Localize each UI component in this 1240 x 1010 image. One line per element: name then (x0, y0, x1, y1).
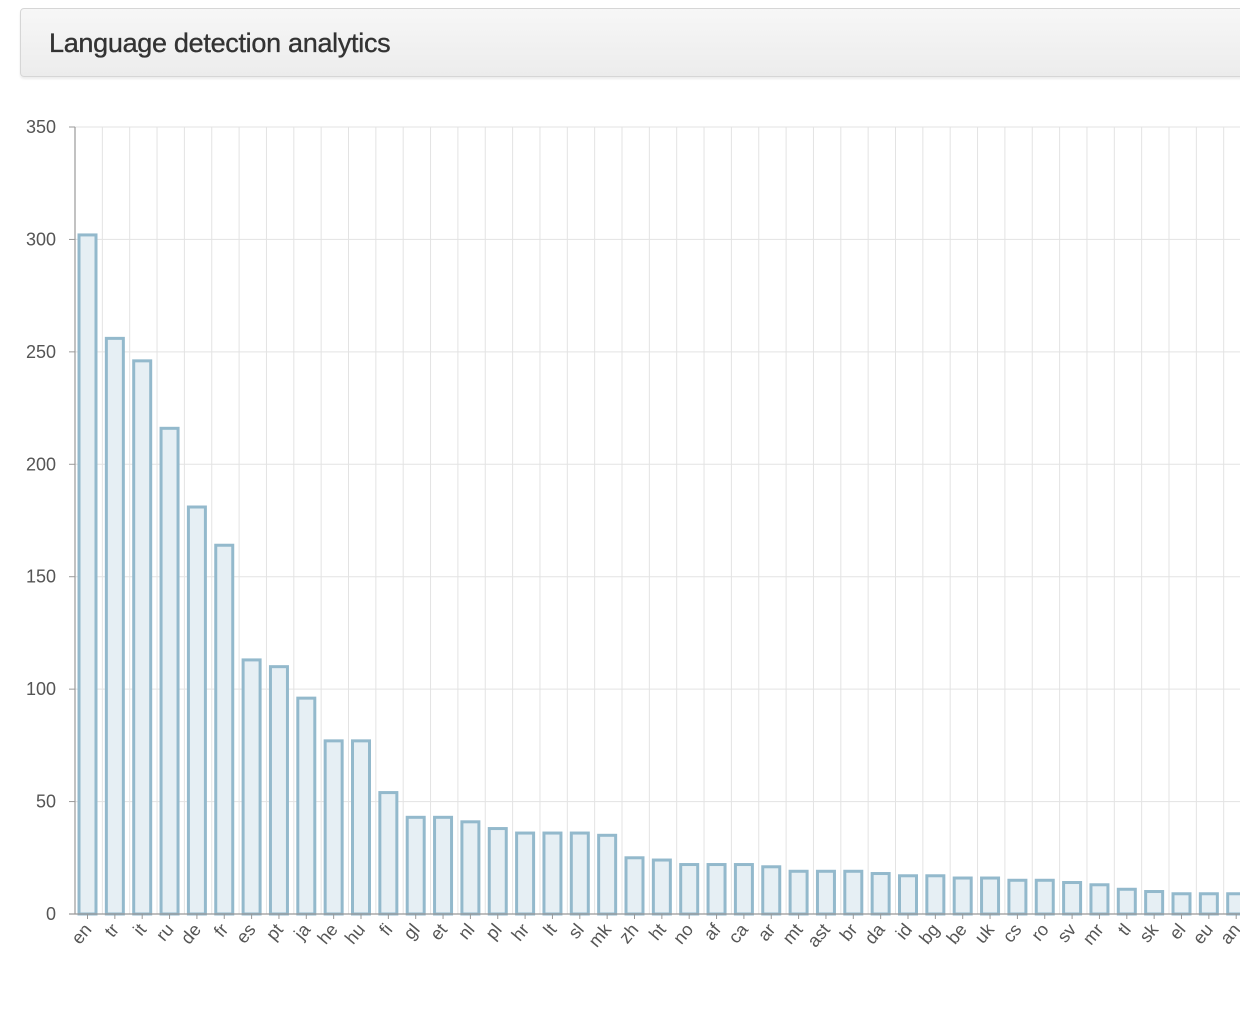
x-tick-label: bg (915, 920, 943, 948)
bar-el (1171, 892, 1192, 916)
y-tick-label: 50 (36, 792, 56, 812)
x-tick-label: mt (778, 920, 806, 948)
x-tick-label: pl (481, 920, 505, 944)
x-tick-label: ca (724, 919, 752, 947)
bar-ast (815, 869, 836, 916)
x-tick-label: eu (1189, 920, 1217, 948)
bar-uk (980, 876, 1001, 916)
panel-title: Language detection analytics (49, 28, 391, 58)
bar-es (241, 658, 262, 916)
bar-gl (405, 815, 426, 916)
bar-hu (351, 739, 371, 916)
bar-he (323, 739, 344, 916)
bar-id (898, 874, 918, 916)
bar-af (706, 863, 727, 916)
bar-lt (542, 831, 563, 916)
bar-pl (487, 827, 508, 916)
x-tick-label: lt (539, 920, 560, 940)
x-tick-label: no (669, 920, 697, 948)
bar-bg (925, 874, 946, 916)
x-tick-label: fr (210, 920, 232, 941)
bar-an (1226, 892, 1240, 916)
bar-tl (1116, 887, 1137, 916)
x-tick-label: ht (645, 920, 670, 944)
panel-header: Language detection analytics (20, 8, 1240, 77)
bar-fr (214, 543, 235, 916)
x-tick-label: de (177, 920, 205, 948)
bar-ht (651, 858, 672, 916)
x-tick-label: he (314, 920, 342, 948)
bar-ja (296, 696, 317, 916)
bar-it (132, 359, 153, 916)
bar-mr (1089, 883, 1110, 916)
x-tick-label: sv (1053, 920, 1080, 947)
x-tick-label: cs (999, 920, 1026, 947)
x-tick-label: br (836, 920, 862, 945)
bar-nl (460, 820, 481, 916)
bar-ru (159, 426, 180, 916)
x-tick-label: et (426, 920, 451, 944)
bar-ro (1034, 878, 1055, 916)
x-tick-label: ar (754, 920, 780, 945)
x-tick-label: pt (262, 920, 287, 944)
x-tick-label: mr (1079, 920, 1108, 949)
bar-eu (1198, 892, 1219, 916)
x-tick-label: tl (1114, 920, 1135, 940)
x-tick-label: hu (341, 920, 369, 948)
y-tick-label: 150 (26, 567, 56, 587)
x-tick-label: zh (615, 920, 643, 947)
bar-pt (268, 665, 289, 916)
x-tick-label: uk (971, 919, 999, 947)
bar-ca (733, 863, 754, 916)
bar-da (870, 872, 891, 916)
y-tick-label: 200 (26, 454, 56, 474)
x-tick-label: mk (584, 919, 615, 951)
x-tick-label: af (700, 919, 726, 944)
x-tick-label: ru (152, 920, 178, 945)
bar-fi (378, 791, 399, 916)
bar-mk (597, 833, 618, 916)
y-tick-label: 0 (46, 904, 56, 924)
bar-mt (788, 869, 809, 916)
x-tick-label: fi (375, 920, 396, 940)
x-tick-label: tr (101, 920, 123, 941)
x-tick-label: be (943, 920, 971, 948)
bar-en (77, 233, 98, 916)
x-tick-label: sk (1135, 919, 1163, 946)
bar-ar (761, 865, 782, 916)
bar-et (433, 815, 454, 916)
bar-zh (624, 856, 645, 916)
x-tick-label: it (129, 920, 150, 940)
x-tick-label: hr (508, 920, 534, 945)
x-tick-label: gl (399, 920, 423, 944)
bar-br (843, 869, 864, 916)
x-tick-label: ja (289, 919, 315, 944)
bar-sv (1062, 881, 1083, 916)
x-tick-label: id (892, 920, 916, 944)
bar-be (952, 876, 973, 916)
y-tick-label: 350 (26, 117, 56, 137)
x-tick-label: es (232, 920, 260, 947)
x-tick-label: da (861, 919, 890, 948)
y-tick-label: 300 (26, 229, 56, 249)
x-tick-label: el (1165, 920, 1189, 944)
bar-cs (1007, 878, 1028, 916)
x-tick-label: nl (454, 920, 478, 944)
x-tick-label: an (1216, 920, 1240, 948)
bar-no (679, 863, 700, 916)
bar-sl (569, 831, 590, 916)
bar-hr (515, 831, 536, 916)
x-tick-label: ast (803, 920, 834, 951)
bar-de (186, 505, 207, 916)
bars (77, 233, 1240, 916)
bar-tr (104, 336, 125, 916)
y-tick-label: 250 (26, 342, 56, 362)
bar-sk (1144, 890, 1165, 916)
x-tick-label: ro (1027, 920, 1053, 945)
x-tick-label: en (67, 920, 95, 948)
y-tick-label: 100 (26, 679, 56, 699)
